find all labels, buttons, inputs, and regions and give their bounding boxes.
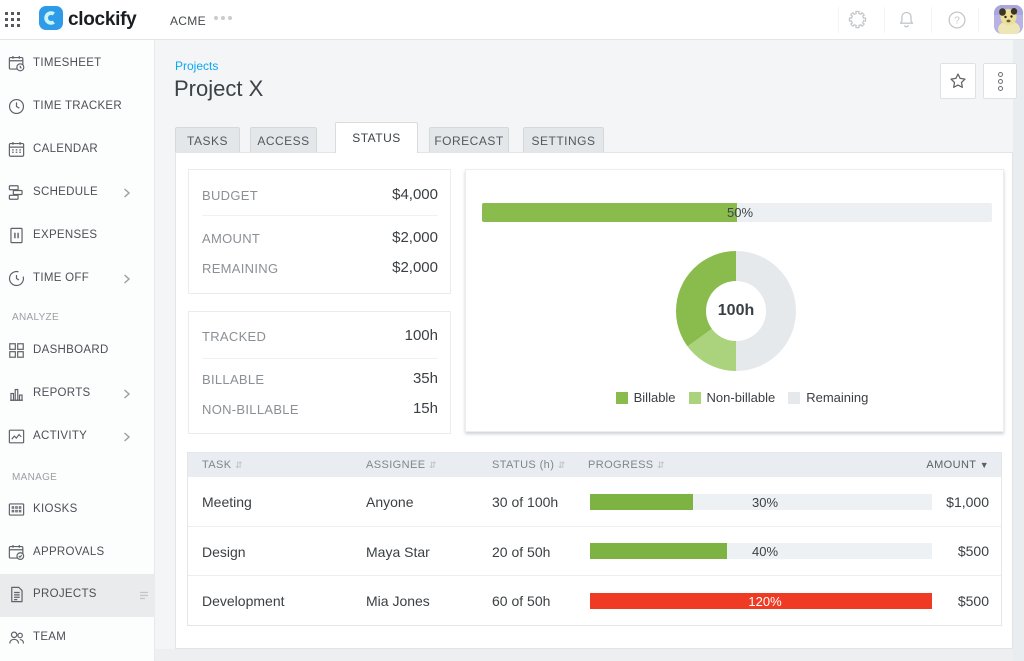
svg-text:?: ? [954,16,960,27]
